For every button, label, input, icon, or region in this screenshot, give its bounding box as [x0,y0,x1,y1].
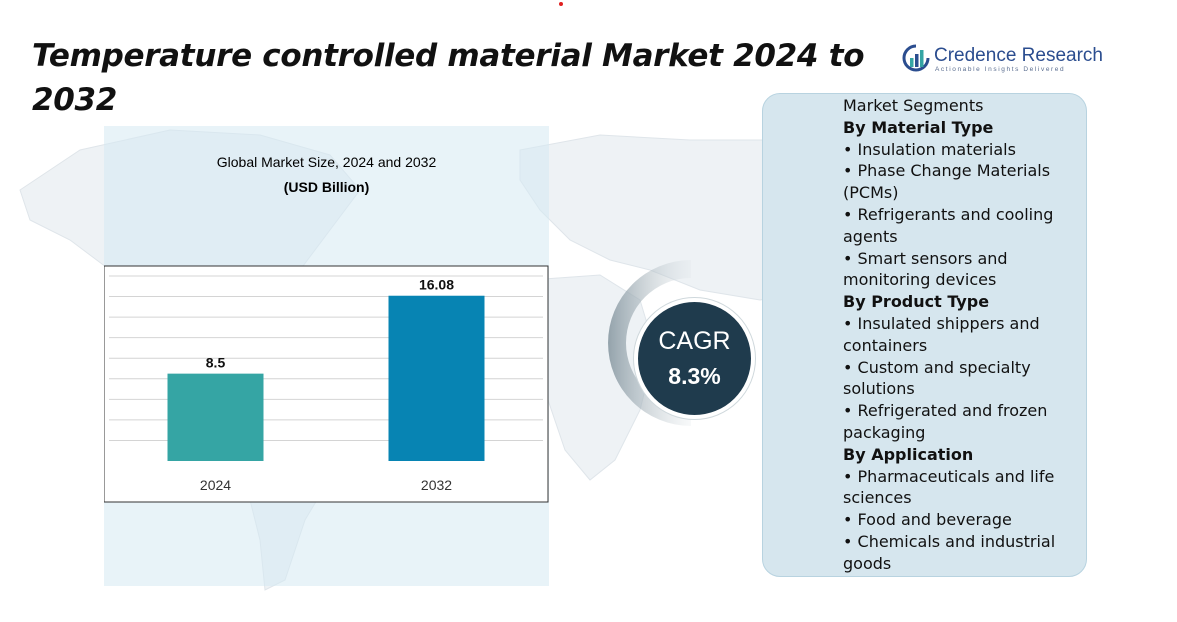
cagr-label: CAGR [658,327,731,355]
segment-group-title: By Material Type [843,117,994,137]
cagr-value: 8.3% [668,363,721,389]
segments-list: Market Segments By Material Type • Insul… [843,95,1085,575]
cagr-ring-shadow [608,260,691,426]
segment-item: • Pharmaceuticals and life sciences [843,466,1055,508]
segments-header: Market Segments [843,96,984,115]
bar-2032 [388,295,485,461]
chart-unit-label: (USD Billion) [283,179,370,195]
segment-item: • Refrigerated and frozen packaging [843,401,1048,442]
logo-name: Credence Research [934,45,1103,66]
bar-2024 [167,373,264,461]
segment-item: • Custom and specialty solutions [843,357,1031,399]
data-label-2032: 16.08 [419,277,454,293]
segment-group-title: By Application [843,444,974,464]
segment-item: • Insulated shippers and containers [843,313,1040,355]
logo-tagline: Actionable Insights Delivered [935,66,1066,73]
segment-item: • Food and beverage [843,510,1012,530]
page-title: Temperature controlled material Market 2… [32,38,865,118]
segment-item: • Phase Change Materials (PCMs) [843,161,1051,203]
segment-item: • Insulation materials [843,139,1016,159]
segment-item: • Smart sensors and monitoring devices [843,248,1008,290]
tick-label-2024: 2024 [200,477,231,493]
segment-item: • Chemicals and industrial goods [843,531,1056,573]
tick-label-2032: 2032 [421,477,452,493]
logo-mark-icon [902,44,930,72]
segment-group-title: By Product Type [843,292,990,312]
chart-title: Global Market Size, 2024 and 2032 [216,154,437,170]
cagr-badge: CAGR 8.3% [634,298,755,419]
red-dot-marker [559,2,563,6]
chart-panel: Global Market Size, 2024 and 2032 (USD B… [104,126,549,586]
data-label-2024: 8.5 [206,355,226,371]
segment-item: • Refrigerants and cooling agents [843,204,1054,246]
credence-research-logo: Credence Research Actionable Insights De… [902,44,1103,76]
bar-chart: 8.5 2024 16.08 2032 [104,265,549,503]
segments-panel [762,93,1087,577]
